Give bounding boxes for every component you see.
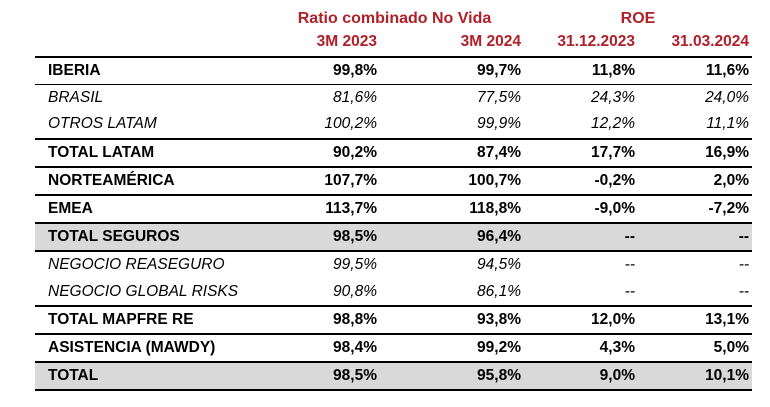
cell-ratio-3m2023: 90,8%	[333, 282, 377, 300]
cell-ratio-3m2024: 96,4%	[477, 228, 521, 246]
cell-ratio-3m2023: 98,4%	[333, 338, 377, 356]
cell-roe-2023: -9,0%	[594, 200, 636, 218]
table-row-negocio-reaseguro: NEGOCIO REASEGURO 99,5% 94,5% -- --	[35, 251, 752, 278]
table-row-total-latam: TOTAL LATAM 90,2% 87,4% 17,7% 16,9%	[35, 138, 753, 167]
table-row-otros-latam: OTROS LATAM 100,2% 99,9% 12,2% 11,1%	[35, 111, 752, 138]
cell-roe-2023: --	[624, 282, 635, 300]
header-empty-cell	[35, 3, 265, 32]
table-row-norteamerica: NORTEAMÉRICA 107,7% 100,7% -0,2% 2,0%	[35, 166, 753, 195]
cell-roe-2024: 16,9%	[705, 143, 750, 161]
row-label: NEGOCIO GLOBAL RISKS	[48, 282, 239, 300]
row-label: ASISTENCIA (MAWDY)	[48, 338, 216, 356]
financial-results-table: Ratio combinado No Vida ROE 3M 2023 3M 2…	[35, 3, 753, 391]
header-group-roe: ROE	[620, 10, 656, 27]
cell-roe-2024: 11,1%	[706, 115, 750, 133]
row-label: NORTEAMÉRICA	[48, 171, 175, 189]
cell-ratio-3m2023: 98,5%	[333, 367, 377, 385]
cell-ratio-3m2023: 81,6%	[333, 89, 377, 107]
cell-roe-2024: 13,1%	[705, 310, 750, 328]
cell-ratio-3m2024: 99,7%	[477, 62, 521, 80]
table-row-brasil: BRASIL 81,6% 77,5% 24,3% 24,0%	[35, 84, 753, 112]
cell-ratio-3m2023: 98,5%	[333, 228, 377, 246]
cell-roe-2023: --	[624, 228, 635, 246]
col-header-31-03-2024: 31.03.2024	[671, 33, 750, 50]
cell-roe-2023: 24,3%	[591, 89, 635, 107]
col-header-31-12-2023: 31.12.2023	[557, 33, 635, 50]
cell-roe-2023: 4,3%	[599, 338, 635, 356]
cell-roe-2024: 24,0%	[705, 89, 750, 107]
cell-roe-2024: -7,2%	[708, 200, 750, 218]
cell-roe-2023: 9,0%	[599, 367, 635, 385]
cell-ratio-3m2023: 90,2%	[333, 143, 377, 161]
cell-ratio-3m2024: 100,7%	[468, 171, 521, 189]
cell-roe-2024: 2,0%	[713, 171, 750, 189]
table-row-total: TOTAL 98,5% 95,8% 9,0% 10,1%	[35, 362, 753, 391]
cell-ratio-3m2024: 86,1%	[477, 282, 521, 300]
cell-roe-2023: 12,0%	[591, 310, 635, 328]
row-label: TOTAL LATAM	[48, 143, 155, 161]
row-label: EMEA	[48, 200, 93, 218]
cell-ratio-3m2024: 99,2%	[477, 338, 521, 356]
financial-results-table-wrap: Ratio combinado No Vida ROE 3M 2023 3M 2…	[35, 3, 753, 391]
col-header-3m-2023: 3M 2023	[316, 33, 377, 50]
cell-ratio-3m2023: 99,8%	[333, 62, 377, 80]
cell-ratio-3m2024: 94,5%	[477, 256, 521, 274]
cell-ratio-3m2023: 107,7%	[324, 171, 377, 189]
cell-roe-2023: 12,2%	[591, 115, 635, 133]
cell-ratio-3m2023: 98,8%	[333, 310, 377, 328]
table-row-iberia: IBERIA 99,8% 99,7% 11,8% 11,6%	[35, 57, 753, 85]
table-row-asistencia-mawdy: ASISTENCIA (MAWDY) 98,4% 99,2% 4,3% 5,0%	[35, 333, 753, 362]
cell-roe-2023: -0,2%	[594, 171, 636, 189]
table-row-total-seguros: TOTAL SEGUROS 98,5% 96,4% -- --	[35, 223, 753, 252]
cell-roe-2024: --	[738, 256, 750, 274]
row-label: IBERIA	[48, 62, 101, 80]
table-row-negocio-global-risks: NEGOCIO GLOBAL RISKS 90,8% 86,1% -- --	[35, 279, 752, 306]
header-group-ratio-combinado: Ratio combinado No Vida	[297, 10, 492, 27]
table-row-total-mapfre-re: TOTAL MAPFRE RE 98,8% 93,8% 12,0% 13,1%	[35, 305, 753, 334]
row-label: TOTAL MAPFRE RE	[48, 310, 194, 328]
header-columns-row: 3M 2023 3M 2024 31.12.2023 31.03.2024	[35, 32, 752, 57]
table-row-emea: EMEA 113,7% 118,8% -9,0% -7,2%	[35, 194, 753, 223]
row-label: TOTAL SEGUROS	[48, 228, 180, 246]
cell-roe-2024: 11,6%	[705, 62, 750, 80]
header-empty-cell	[35, 32, 265, 57]
row-label: NEGOCIO REASEGURO	[48, 256, 225, 274]
row-label: BRASIL	[48, 89, 104, 107]
cell-roe-2024: 10,1%	[705, 367, 750, 385]
cell-ratio-3m2024: 93,8%	[477, 310, 521, 328]
cell-roe-2024: --	[738, 228, 750, 246]
cell-roe-2023: --	[624, 256, 635, 274]
row-label: OTROS LATAM	[48, 115, 157, 133]
cell-ratio-3m2023: 99,5%	[333, 256, 377, 274]
header-group-row: Ratio combinado No Vida ROE	[35, 3, 752, 32]
cell-ratio-3m2023: 113,7%	[325, 200, 377, 218]
cell-roe-2024: 5,0%	[713, 338, 750, 356]
cell-roe-2023: 17,7%	[591, 143, 635, 161]
cell-ratio-3m2024: 118,8%	[469, 200, 521, 218]
cell-ratio-3m2024: 77,5%	[477, 89, 521, 107]
row-label: TOTAL	[48, 367, 99, 385]
cell-ratio-3m2023: 100,2%	[324, 115, 377, 133]
cell-roe-2024: --	[738, 282, 750, 300]
cell-roe-2023: 11,8%	[591, 62, 635, 80]
col-header-3m-2024: 3M 2024	[460, 33, 521, 50]
cell-ratio-3m2024: 99,9%	[477, 115, 521, 133]
cell-ratio-3m2024: 87,4%	[477, 143, 521, 161]
cell-ratio-3m2024: 95,8%	[477, 367, 521, 385]
